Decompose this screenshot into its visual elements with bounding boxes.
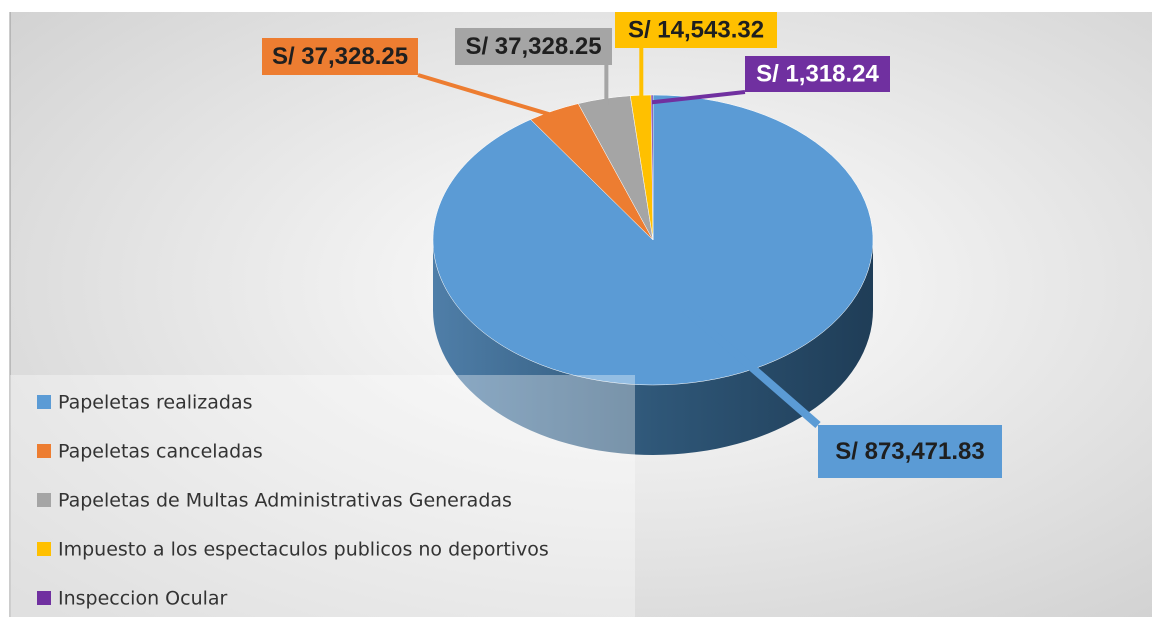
leader-line: [417, 73, 560, 119]
pie: [432, 94, 874, 455]
legend-label: Papeletas canceladas: [58, 441, 263, 463]
data-label-box: [615, 12, 777, 48]
legend-swatch: [37, 542, 51, 556]
legend-label: Impuesto a los espectaculos publicos no …: [58, 539, 549, 561]
legend-label: Papeletas de Multas Administrativas Gene…: [58, 490, 512, 512]
legend-label: Papeletas realizadas: [58, 392, 253, 414]
leader-line: [682, 306, 821, 429]
data-label: S/ 873,471.83: [835, 438, 984, 465]
pie-slice: [650, 94, 654, 241]
pie-side: [433, 240, 873, 455]
data-label-box: [745, 56, 890, 92]
legend-label: Inspeccion Ocular: [58, 588, 228, 610]
legend-swatch: [37, 591, 51, 605]
legend: Papeletas realizadas Papeletas canceladas…: [37, 392, 549, 610]
legend-swatch: [37, 395, 51, 409]
leader-line: [651, 90, 746, 105]
data-label: S/ 14,543.32: [628, 16, 764, 43]
legend-swatch: [37, 444, 51, 458]
data-labels: S/ 873,471.83 S/ 37,328.25 S/ 37,328.25 S/ …: [262, 12, 1002, 478]
data-label: S/ 1,318.24: [756, 60, 879, 87]
legend-box: [10, 375, 635, 617]
legend-swatch: [37, 493, 51, 507]
data-label-box: [455, 28, 612, 65]
data-label: S/ 37,328.25: [272, 43, 408, 70]
data-label-box: [818, 425, 1002, 478]
data-label-box: [262, 38, 418, 75]
data-label: S/ 37,328.25: [465, 33, 601, 60]
